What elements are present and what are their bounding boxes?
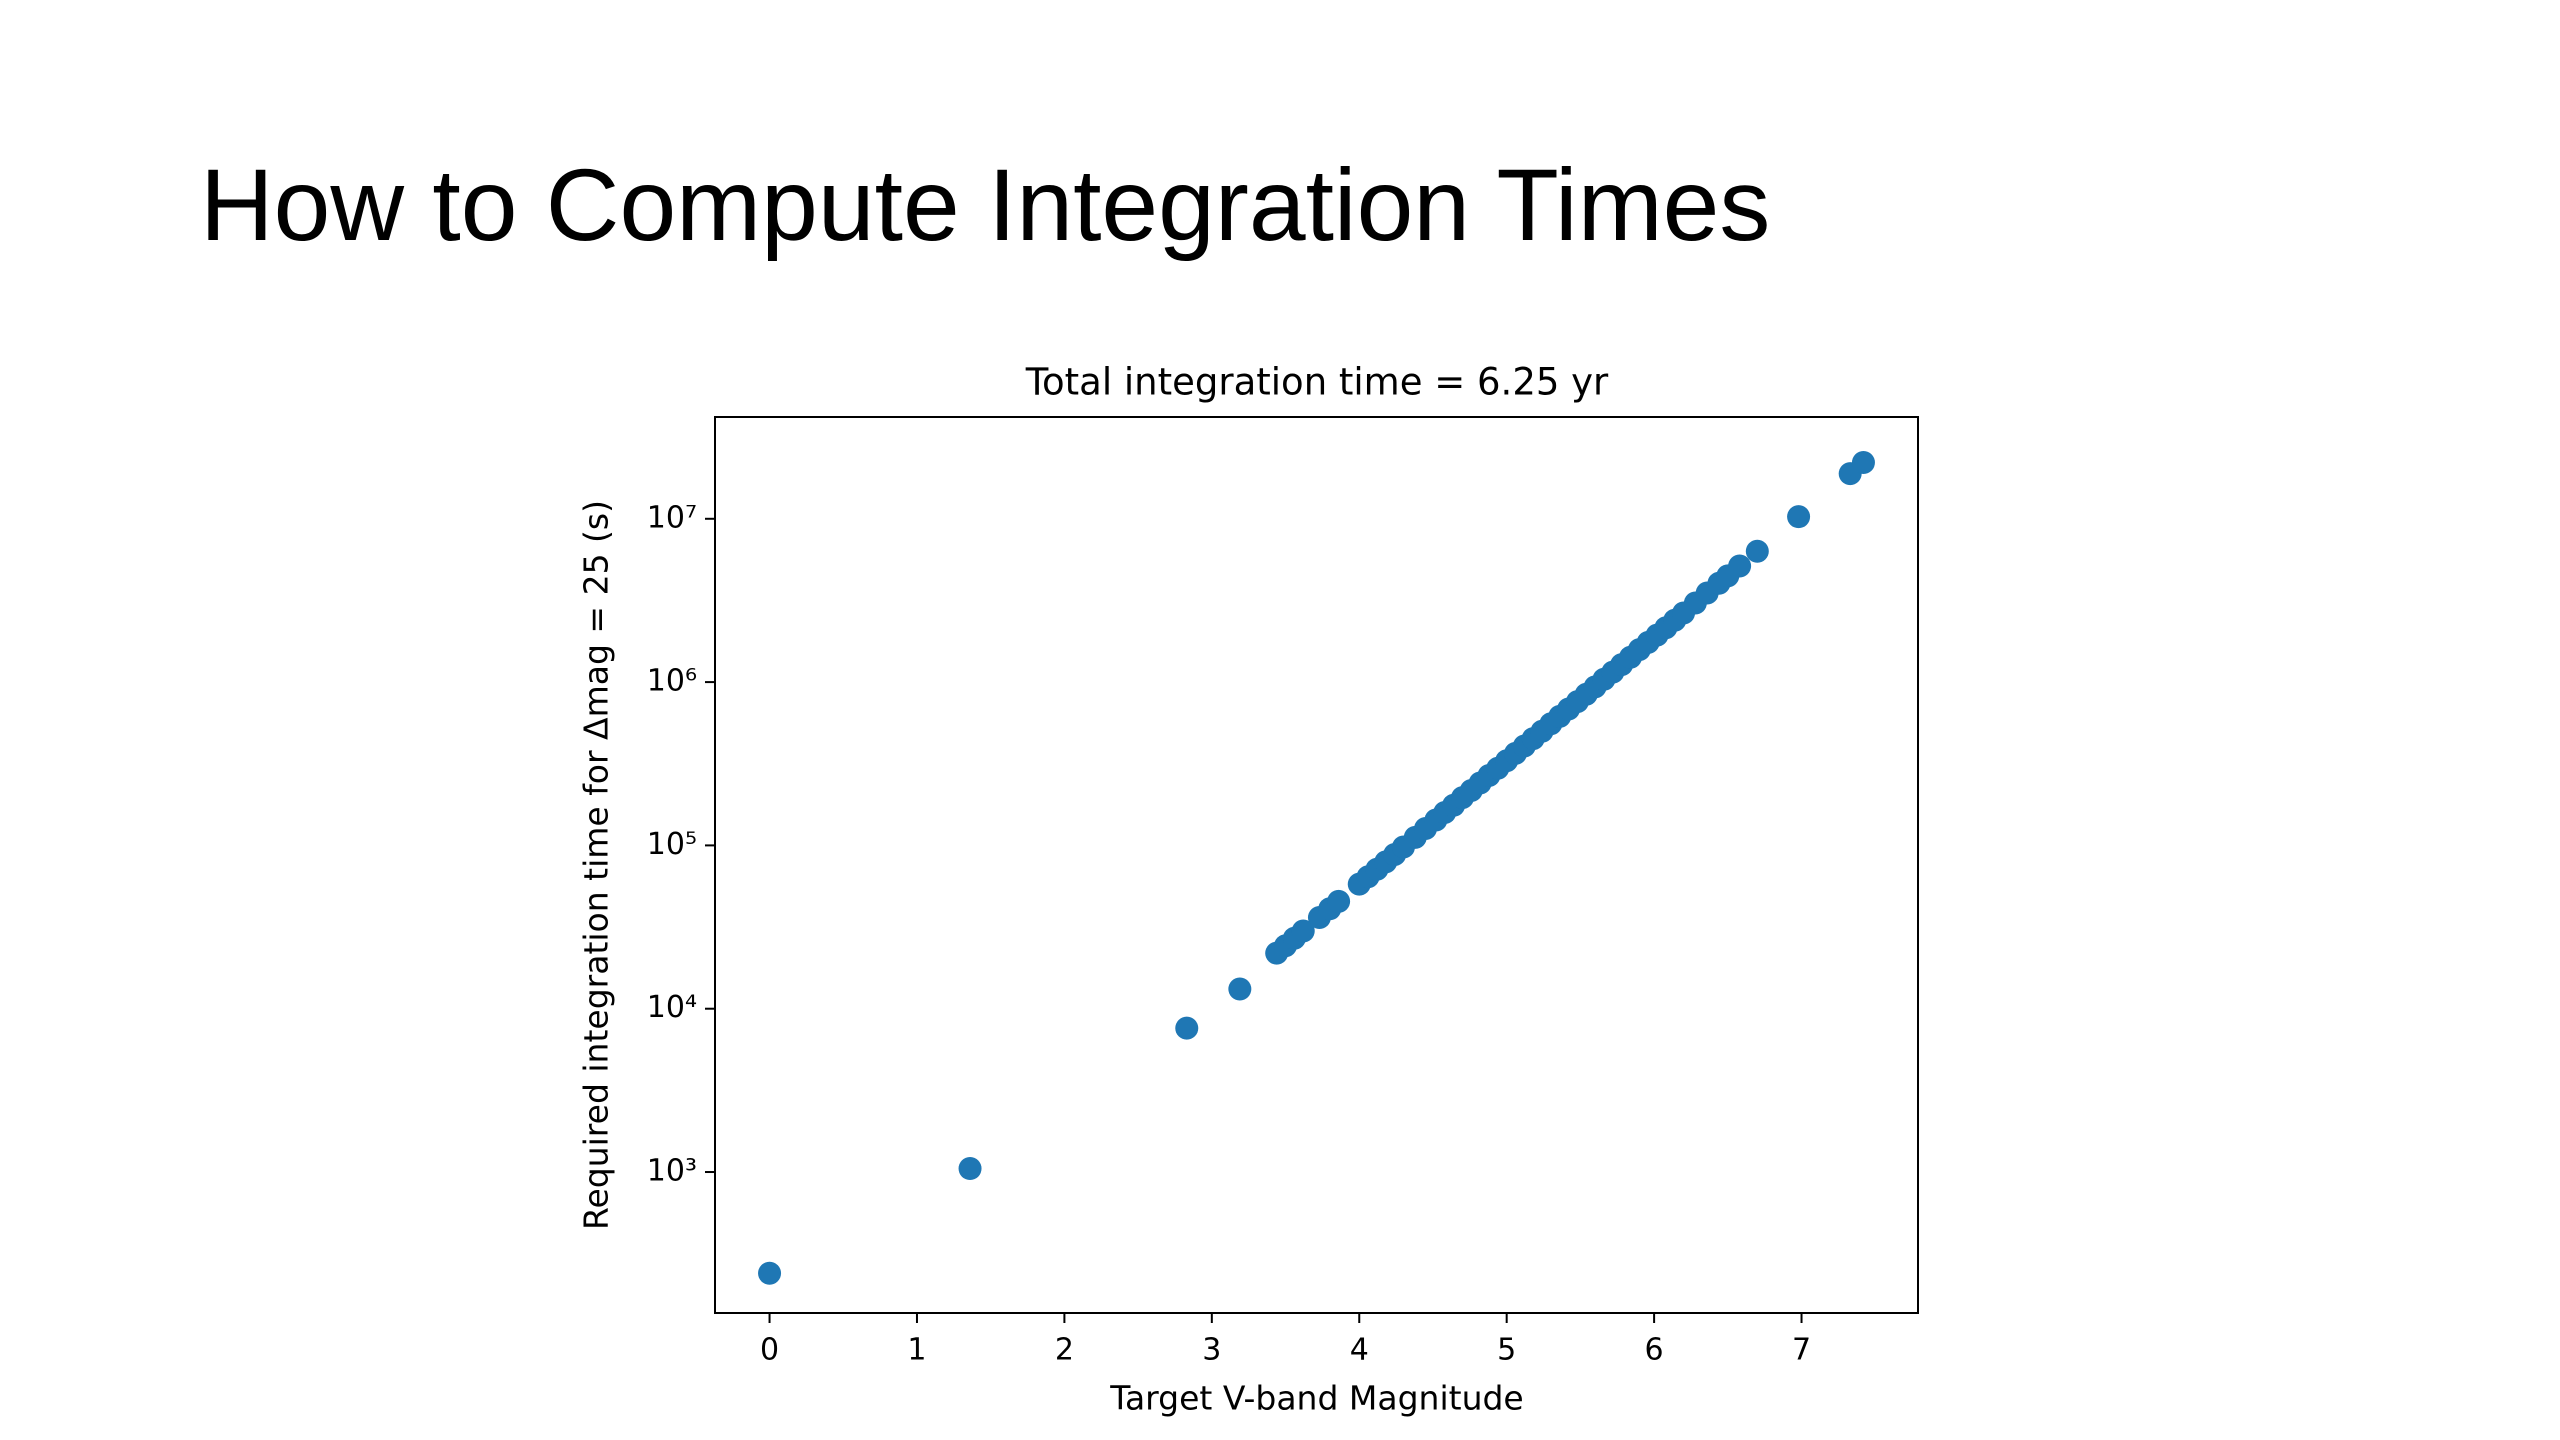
point (1787, 505, 1811, 529)
point (1728, 554, 1752, 578)
point (1175, 1016, 1199, 1040)
x-tick-label: 0 (760, 1333, 779, 1368)
x-tick-label: 7 (1792, 1333, 1811, 1368)
slide-title: How to Compute Integration Times (200, 148, 1770, 262)
axes-frame (714, 416, 1919, 1314)
point (1745, 539, 1769, 563)
point (958, 1157, 982, 1181)
y-tick-label: 10³ (647, 1154, 697, 1189)
x-tick-label: 1 (907, 1333, 926, 1368)
x-tick-label: 6 (1645, 1333, 1664, 1368)
point (758, 1261, 782, 1285)
x-axis-label: Target V-band Magnitude (1109, 1379, 1523, 1418)
y-tick-label: 10⁶ (647, 664, 697, 699)
y-tick-label: 10⁴ (647, 990, 697, 1025)
x-tick-label: 2 (1055, 1333, 1074, 1368)
point (1851, 451, 1875, 475)
y-axis-label: Required integration time for Δmag = 25 … (577, 500, 616, 1230)
chart-title: Total integration time = 6.25 yr (1025, 361, 1609, 404)
y-tick-label: 10⁷ (647, 500, 697, 535)
point (1228, 977, 1252, 1001)
point (1327, 889, 1351, 913)
point (1291, 919, 1315, 943)
x-tick-label: 4 (1350, 1333, 1369, 1368)
y-tick-label: 10⁵ (647, 827, 697, 862)
x-tick-label: 5 (1497, 1333, 1516, 1368)
x-tick-label: 3 (1202, 1333, 1221, 1368)
